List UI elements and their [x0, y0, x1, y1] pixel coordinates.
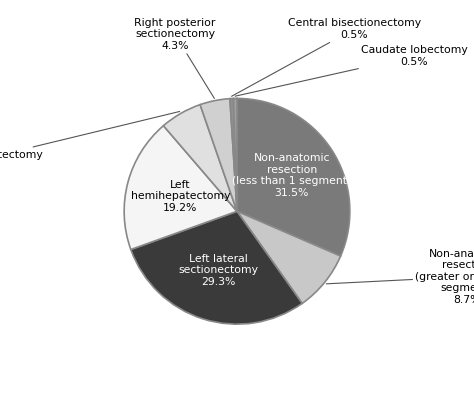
Text: Non-anatomic
resection
(greater or equal 1
segment)
8.7%: Non-anatomic resection (greater or equal…	[327, 248, 474, 305]
Wedge shape	[124, 126, 237, 250]
Text: Right posterior
sectionectomy
4.3%: Right posterior sectionectomy 4.3%	[134, 18, 216, 98]
Wedge shape	[237, 98, 350, 256]
Text: Right hemihepatectomy
6.0%: Right hemihepatectomy 6.0%	[0, 112, 180, 171]
Text: Caudate lobectomy
0.5%: Caudate lobectomy 0.5%	[235, 45, 468, 96]
Wedge shape	[200, 99, 237, 211]
Wedge shape	[234, 98, 237, 211]
Wedge shape	[230, 98, 237, 211]
Wedge shape	[164, 105, 237, 211]
Text: Non-anatomic
resection
(less than 1 segment)
31.5%: Non-anatomic resection (less than 1 segm…	[232, 153, 351, 198]
Wedge shape	[237, 211, 341, 304]
Text: Left
hemihepatectomy
19.2%: Left hemihepatectomy 19.2%	[130, 180, 230, 213]
Wedge shape	[131, 211, 302, 324]
Text: Central bisectionectomy
0.5%: Central bisectionectomy 0.5%	[232, 18, 421, 96]
Text: Left lateral
sectionectomy
29.3%: Left lateral sectionectomy 29.3%	[178, 254, 258, 287]
